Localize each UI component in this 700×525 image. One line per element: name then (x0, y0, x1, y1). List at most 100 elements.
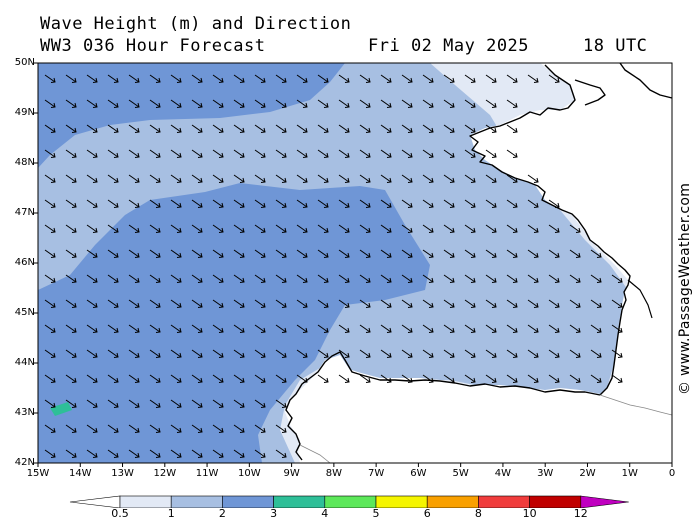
wave-arrow (401, 374, 413, 383)
wave-arrow (338, 299, 350, 308)
wave-arrow (44, 224, 56, 233)
wave-arrow (485, 74, 497, 83)
lon-label-14w: 14W (68, 468, 92, 479)
wave-arrow (86, 224, 98, 233)
wave-arrow (86, 374, 98, 383)
wave-arrow (296, 199, 308, 208)
wave-arrow (464, 299, 476, 308)
wave-arrow (464, 249, 476, 258)
wave-arrow (317, 174, 329, 183)
wave-arrow (275, 449, 287, 458)
wave-arrow (275, 224, 287, 233)
wave-arrow (380, 349, 392, 358)
wave-arrow (611, 349, 623, 358)
wave-arrow (317, 349, 329, 358)
wave-arrow (296, 149, 308, 158)
wave-arrow (527, 174, 539, 183)
wave-arrow (44, 324, 56, 333)
wave-arrow (380, 74, 392, 83)
wave-arrow (212, 149, 224, 158)
lon-label-7w: 7W (368, 468, 385, 479)
wave-arrow (317, 324, 329, 333)
wave-arrow (149, 349, 161, 358)
legend-label: 12 (573, 507, 588, 520)
lon-label-13w: 13W (111, 468, 134, 479)
wave-arrow (86, 99, 98, 108)
wave-arrow (590, 249, 602, 258)
wave-arrow (569, 299, 581, 308)
wave-arrow (212, 349, 224, 358)
wave-arrow (506, 374, 518, 383)
wave-arrow (65, 99, 77, 108)
wave-arrow (569, 349, 581, 358)
wave-arrow (548, 249, 560, 258)
wave-arrow (233, 99, 245, 108)
wave-arrow (86, 74, 98, 83)
wave-arrow (338, 199, 350, 208)
lon-label-9w: 9W (283, 468, 300, 479)
wave-arrow (212, 99, 224, 108)
wave-arrow (107, 324, 119, 333)
wave-arrow (380, 99, 392, 108)
wave-arrow (401, 349, 413, 358)
lon-label-3w: 3W (537, 468, 554, 479)
wave-arrow (170, 299, 182, 308)
wave-arrow (359, 349, 371, 358)
wave-arrow (443, 224, 455, 233)
wave-arrow (86, 324, 98, 333)
wave-arrow (401, 249, 413, 258)
wave-arrow (275, 374, 287, 383)
wave-arrow (611, 374, 623, 383)
wave-arrow (317, 149, 329, 158)
wave-arrow (254, 149, 266, 158)
wave-arrow (254, 199, 266, 208)
wave-arrow (191, 349, 203, 358)
forecast-label: WW3 036 Hour Forecast (40, 36, 266, 56)
wave-arrow (65, 274, 77, 283)
wave-arrow (107, 199, 119, 208)
wave-arrow (569, 374, 581, 383)
wave-arrow (212, 399, 224, 408)
wave-arrow (107, 299, 119, 308)
wave-arrow (233, 249, 245, 258)
wave-arrow (338, 174, 350, 183)
wave-arrow (506, 199, 518, 208)
legend-label: 1 (167, 507, 175, 520)
wave-arrow (338, 274, 350, 283)
wave-arrow (401, 124, 413, 133)
wave-arrow (422, 299, 434, 308)
wave-arrow (44, 174, 56, 183)
wave-arrow (170, 224, 182, 233)
wave-arrow (317, 224, 329, 233)
wave-arrow (296, 299, 308, 308)
wave-arrow (191, 249, 203, 258)
wave-arrow (191, 324, 203, 333)
wave-arrow (149, 124, 161, 133)
wave-arrow (254, 249, 266, 258)
wave-arrow (65, 349, 77, 358)
wave-arrow (128, 199, 140, 208)
wave-arrow (128, 249, 140, 258)
legend-bar (69, 495, 629, 508)
wave-arrow (44, 349, 56, 358)
wave-arrow (506, 299, 518, 308)
wave-arrow (233, 274, 245, 283)
sea-high-zone-south (38, 183, 430, 463)
wave-arrow (422, 149, 434, 158)
legend-label: 5 (372, 507, 380, 520)
wave-arrow (380, 124, 392, 133)
wave-arrow (296, 249, 308, 258)
wave-arrow (506, 349, 518, 358)
wave-arrow (254, 424, 266, 433)
wave-arrow (149, 199, 161, 208)
wave-arrow (191, 99, 203, 108)
wave-arrow (611, 324, 623, 333)
wave-arrow (338, 249, 350, 258)
wave-arrow (170, 274, 182, 283)
wave-arrow (107, 224, 119, 233)
wave-arrow (170, 74, 182, 83)
wave-arrow (212, 324, 224, 333)
wave-arrow (212, 449, 224, 458)
wave-arrow (233, 74, 245, 83)
wave-arrow (191, 199, 203, 208)
